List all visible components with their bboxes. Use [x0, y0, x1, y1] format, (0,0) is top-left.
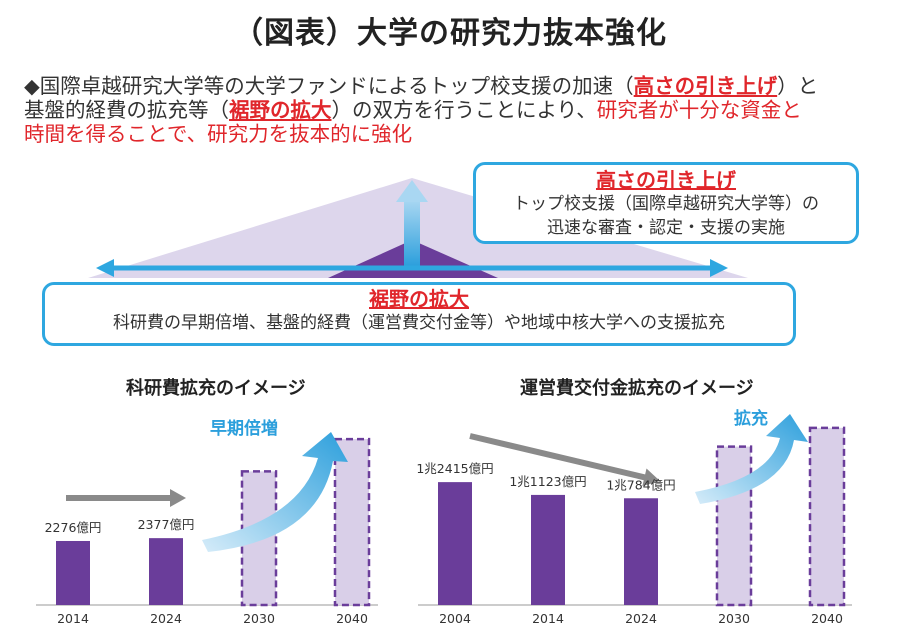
growth-arrow-icon — [202, 432, 348, 552]
tick-label-2024: 2024 — [150, 611, 182, 626]
data-label-2004: 1兆2415億円 — [416, 461, 493, 476]
trend-arrow-head-icon — [170, 489, 186, 507]
data-label-2024: 1兆784億円 — [606, 477, 675, 492]
tick-label-2040: 2040 — [336, 611, 368, 626]
intro-line-3: 時間を得ることで、研究力を抜本的に強化 — [24, 122, 413, 146]
bar-2024 — [624, 498, 658, 605]
tick-label-2014: 2014 — [532, 611, 564, 626]
callout-base-line-1: 科研費の早期倍増、基盤的経費（運営費交付金等）や地域中核大学への支援拡充 — [113, 313, 725, 333]
data-label-2014: 1兆1123億円 — [509, 474, 586, 489]
intro-text: ◆国際卓越研究大学等の大学ファンドによるトップ校支援の加速（高さの引き上げ）と … — [24, 74, 892, 146]
intro-red-text-2: 研究者が十分な資金と — [596, 98, 802, 122]
intro-text-1c: ）と — [777, 74, 819, 98]
page-title: （図表）大学の研究力抜本強化 — [233, 16, 667, 51]
bar-2014 — [531, 494, 565, 605]
intro-line-2: 基盤的経費の拡充等（裾野の拡大）の双方を行うことにより、研究者が十分な資金と — [24, 98, 892, 122]
up-arrow-icon — [396, 180, 428, 266]
tick-label-2040: 2040 — [811, 611, 843, 626]
annotation-label: 早期倍増 — [210, 418, 278, 439]
bar-projected-2030 — [715, 445, 753, 607]
callout-base-title: 裾野の拡大 — [369, 287, 469, 311]
bar-2014 — [56, 540, 90, 605]
bar-projected-2040 — [808, 426, 846, 607]
tick-label-2024: 2024 — [625, 611, 657, 626]
intro-text-2a: 基盤的経費の拡充等（ — [24, 98, 229, 122]
tick-label-2004: 2004 — [439, 611, 471, 626]
chart-unei-title: 運営費交付金拡充のイメージ — [520, 378, 754, 399]
trend-arrow-head-icon — [642, 468, 660, 487]
callout-height-title: 高さの引き上げ — [596, 168, 736, 192]
bar-2024 — [149, 538, 183, 605]
callout-height-line-1: トップ校支援（国際卓越研究大学等）の — [513, 194, 819, 214]
data-label-2024: 2377億円 — [138, 517, 195, 532]
bullet-diamond-icon: ◆ — [24, 74, 40, 98]
intro-highlight-height: 高さの引き上げ — [633, 74, 778, 98]
data-label-2014: 2276億円 — [45, 520, 102, 535]
callout-base: 裾野の拡大 科研費の早期倍増、基盤的経費（運営費交付金等）や地域中核大学への支援… — [42, 282, 796, 346]
bar-projected-2040 — [333, 437, 371, 607]
tick-label-2030: 2030 — [718, 611, 750, 626]
growth-arrow-icon — [695, 414, 808, 504]
chart-kakenhi-title: 科研費拡充のイメージ — [126, 378, 306, 399]
intro-text-2c: ）の双方を行うことにより、 — [331, 98, 597, 122]
double-arrow-icon — [96, 259, 728, 277]
bar-2004 — [438, 482, 472, 605]
callout-height: 高さの引き上げ トップ校支援（国際卓越研究大学等）の 迅速な審査・認定・支援の実… — [473, 162, 859, 244]
callout-height-line-2: 迅速な審査・認定・支援の実施 — [547, 218, 785, 238]
trend-arrow-line — [469, 433, 648, 481]
tick-label-2014: 2014 — [57, 611, 89, 626]
tick-label-2030: 2030 — [243, 611, 275, 626]
annotation-label: 拡充 — [734, 408, 768, 429]
intro-text-1a: 国際卓越研究大学等の大学ファンドによるトップ校支援の加速（ — [39, 74, 634, 98]
intro-highlight-base: 裾野の拡大 — [229, 98, 332, 122]
intro-line-1: ◆国際卓越研究大学等の大学ファンドによるトップ校支援の加速（高さの引き上げ）と — [24, 74, 892, 98]
